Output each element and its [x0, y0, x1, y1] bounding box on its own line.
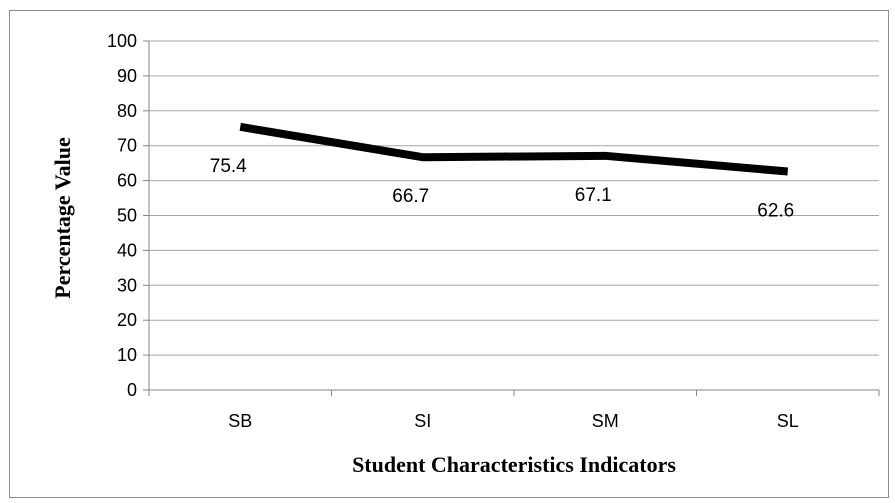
y-tick-label: 90	[117, 66, 137, 86]
x-tick-label: SI	[414, 411, 431, 431]
y-tick-label: 60	[117, 171, 137, 191]
data-label: 67.1	[575, 185, 612, 206]
data-label: 66.7	[392, 186, 429, 207]
y-tick-label: 80	[117, 101, 137, 121]
chart-frame	[9, 10, 889, 498]
x-tick-label: SM	[592, 411, 619, 431]
x-tick-label: SL	[777, 411, 799, 431]
y-axis-title: Percentage Value	[50, 137, 75, 299]
x-tick-labels: SB SI SM SL	[228, 411, 799, 431]
data-label: 75.4	[210, 156, 247, 177]
y-tick-label: 0	[127, 380, 137, 400]
y-tick-label: 100	[107, 31, 137, 51]
gridlines	[149, 40, 879, 356]
y-tick-labels: 0 10 20 30 40 50 60 70 80 90 100	[107, 31, 137, 400]
y-tick-label: 20	[117, 310, 137, 330]
y-tick-label: 50	[117, 206, 137, 226]
series-line-group	[239, 122, 789, 176]
x-tick-label: SB	[228, 411, 252, 431]
axes	[143, 40, 880, 396]
series-line	[239, 122, 789, 176]
y-tick-label: 40	[117, 240, 137, 260]
x-axis-title: Student Characteristics Indicators	[352, 452, 676, 477]
data-labels: 75.4 66.7 67.1 62.6	[210, 156, 794, 222]
y-tick-label: 70	[117, 136, 137, 156]
y-tick-label: 10	[117, 345, 137, 365]
y-tick-label: 30	[117, 275, 137, 295]
data-label: 62.6	[757, 201, 794, 222]
